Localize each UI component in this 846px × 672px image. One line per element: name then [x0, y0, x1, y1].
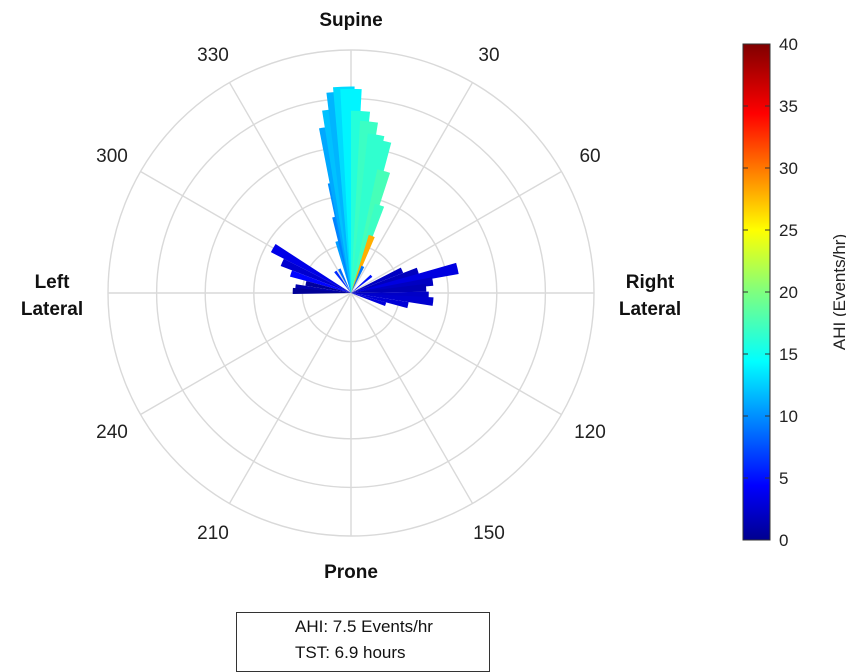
polar-bar: [280, 258, 351, 293]
colorbar-tick-label: 30: [779, 159, 798, 178]
stat-tst: TST: 6.9 hours: [295, 643, 406, 662]
polar-bar: [351, 293, 409, 309]
colorbar-tick-label: 0: [779, 531, 788, 550]
direction-label-right-2: Lateral: [619, 299, 681, 320]
polar-grid: [107, 49, 595, 537]
grid-spoke: [140, 292, 352, 416]
grid-spoke: [228, 82, 352, 294]
polar-bar: [327, 181, 351, 293]
polar-bar: [295, 284, 351, 293]
polar-bar: [351, 267, 420, 293]
polar-bars: [270, 86, 459, 309]
grid-spoke: [350, 292, 562, 416]
polar-bar: [332, 216, 351, 293]
angle-tick-label: 330: [197, 45, 229, 66]
grid-spoke: [350, 292, 474, 504]
colorbar-tick-label: 15: [779, 345, 798, 364]
colorbar-tick-label: 25: [779, 221, 798, 240]
angle-tick-label: 210: [197, 523, 229, 544]
colorbar-tick-label: 20: [779, 283, 798, 302]
grid-spoke: [350, 82, 474, 294]
polar-bar: [351, 274, 373, 293]
polar-bar: [338, 268, 351, 293]
direction-label-left-2: Lateral: [21, 299, 83, 320]
polar-bar: [305, 281, 351, 293]
polar-bar: [351, 262, 459, 293]
angle-tick-label: 150: [473, 523, 505, 544]
polar-bar: [319, 125, 351, 293]
colorbar-label: AHI (Events/hr): [830, 234, 846, 350]
direction-label-bottom: Prone: [324, 562, 378, 583]
colorbar-tick-label: 10: [779, 407, 798, 426]
angle-tick-labels: 30 60 120 150 210 240 300 330: [96, 45, 606, 544]
polar-bar: [270, 244, 351, 293]
polar-bar: [351, 277, 434, 293]
direction-label-top: Supine: [319, 10, 382, 31]
colorbar-tick-label: 5: [779, 469, 788, 488]
grid-spoke: [350, 170, 562, 294]
stats-box: AHI: 7.5 Events/hr TST: 6.9 hours: [236, 612, 490, 672]
angle-tick-label: 240: [96, 422, 128, 443]
polar-bar: [292, 287, 351, 295]
stat-ahi: AHI: 7.5 Events/hr: [295, 617, 433, 636]
angle-tick-label: 30: [478, 45, 499, 66]
direction-label-right-1: Right: [626, 272, 675, 293]
polar-bar: [351, 293, 387, 307]
angle-tick-label: 300: [96, 146, 128, 167]
polar-bar: [351, 265, 365, 293]
polar-bar: [351, 283, 427, 293]
colorbar-ticks: 0 5 10 15 20 25 30 35 40: [743, 35, 798, 550]
polar-bar: [335, 240, 351, 293]
grid-spoke: [228, 292, 352, 504]
polar-bar: [334, 270, 351, 293]
angle-tick-label: 60: [579, 146, 600, 167]
colorbar-tick-label: 40: [779, 35, 798, 54]
colorbar-tick-label: 35: [779, 97, 798, 116]
angle-tick-label: 120: [574, 422, 606, 443]
polar-bar: [289, 270, 351, 293]
polar-bar: [351, 267, 404, 293]
direction-label-left-1: Left: [35, 272, 71, 293]
polar-bar: [322, 108, 351, 293]
polar-bar: [351, 293, 434, 306]
